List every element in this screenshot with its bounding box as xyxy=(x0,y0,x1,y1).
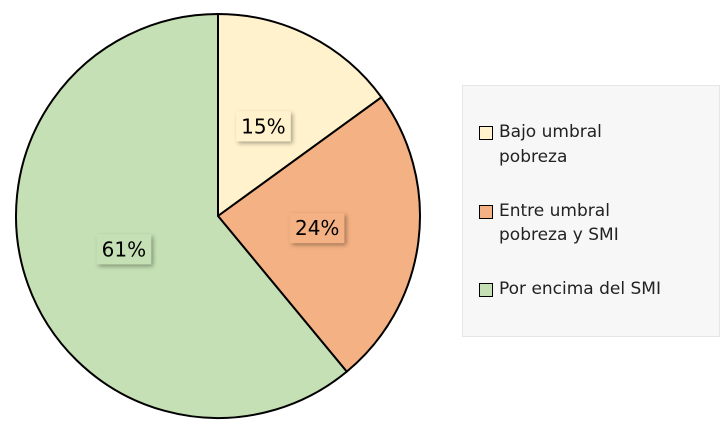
data-label: 24% xyxy=(289,213,345,244)
data-label-box xyxy=(96,234,152,265)
chart: 15% 24% 61% xyxy=(15,12,421,419)
legend-swatch xyxy=(479,282,493,297)
legend-label: Entre umbral pobreza y SMI xyxy=(499,200,619,246)
data-label-text: 61% xyxy=(102,237,146,261)
data-label-text: 15% xyxy=(241,114,285,138)
data-label-box xyxy=(289,213,345,244)
legend: Bajo umbral pobreza Entre umbral pobreza … xyxy=(462,85,720,337)
legend-item: Bajo umbral pobreza xyxy=(479,120,713,169)
legend-item: Entre umbral pobreza y SMI xyxy=(479,199,713,248)
legend-label: Por encima del SMI xyxy=(499,278,661,299)
data-label-box xyxy=(236,111,291,142)
legend-swatch xyxy=(479,204,493,219)
data-label: 15% xyxy=(236,111,291,142)
data-label: 61% xyxy=(96,234,152,265)
pie-slice xyxy=(15,12,349,419)
legend-label: Bajo umbral pobreza xyxy=(499,122,602,168)
data-label-text: 24% xyxy=(295,216,339,240)
legend-swatch xyxy=(479,126,493,141)
pie-slice xyxy=(217,12,383,218)
legend-item: Por encima del SMI xyxy=(479,277,713,302)
